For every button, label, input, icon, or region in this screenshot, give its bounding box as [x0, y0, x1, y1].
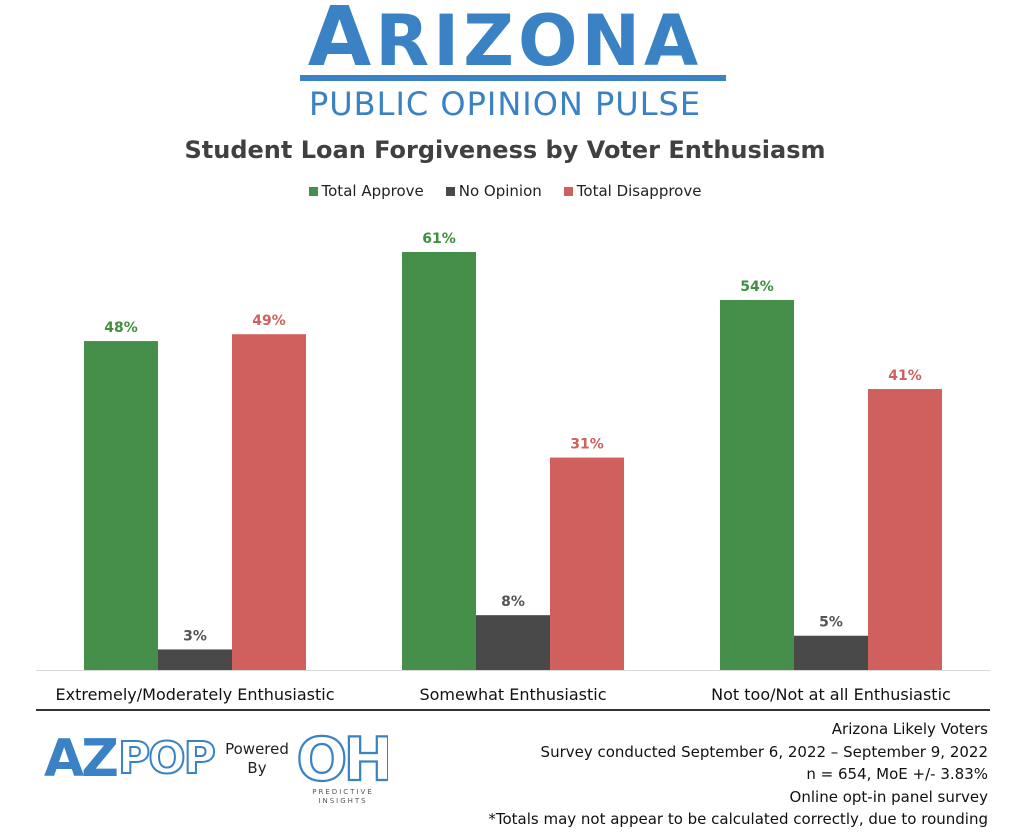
bar-chart: 48% 3% 49% Extremely/Moderately Enthusiasti… [36, 231, 990, 704]
powered-by: Powered By [222, 740, 292, 778]
data-label-disapprove-2: 41% [888, 368, 922, 384]
bar-disapprove-0 [232, 334, 306, 670]
bar-no-opinion-1 [476, 615, 550, 670]
legend-item-no-opinion: No Opinion [445, 182, 542, 200]
data-label-disapprove-1: 31% [570, 437, 604, 453]
logo-subtitle: PUBLIC OPINION PULSE [308, 85, 702, 123]
legend-swatch-disapprove [563, 186, 573, 196]
powered-by-line1: Powered [225, 740, 289, 758]
data-label-disapprove-0: 49% [252, 313, 286, 329]
chart-legend: Total Approve No Opinion Total Disapprov… [0, 182, 1010, 200]
bar-approve-2 [720, 299, 794, 670]
survey-notes: Arizona Likely Voters Survey conducted S… [488, 718, 988, 831]
data-label-approve-1: 61% [422, 231, 456, 247]
legend-label-no-opinion: No Opinion [458, 182, 542, 200]
logo-rest: RIZONA [375, 0, 703, 82]
data-label-no-opinion-1: 8% [501, 594, 525, 610]
azpop-logo-az: AZ [44, 729, 119, 789]
data-label-no-opinion-2: 5% [819, 615, 843, 631]
legend-label-disapprove: Total Disapprove [576, 182, 702, 200]
bar-disapprove-1 [550, 457, 624, 670]
bar-no-opinion-2 [794, 635, 868, 670]
powered-by-line2: By [247, 759, 267, 777]
note-sample: n = 654, MoE +/- 3.83% [806, 765, 988, 783]
bar-approve-1 [402, 251, 476, 670]
logo-divider [300, 75, 726, 81]
logo-first-letter: A [307, 0, 376, 85]
data-label-no-opinion-0: 3% [183, 628, 207, 644]
logo-title: ARIZONA [0, 0, 1010, 79]
legend-swatch-approve [308, 186, 318, 196]
bar-no-opinion-0 [158, 649, 232, 670]
category-label-0: Extremely/Moderately Enthusiastic [56, 685, 335, 704]
note-dates: Survey conducted September 6, 2022 – Sep… [540, 742, 988, 761]
data-label-approve-0: 48% [104, 320, 138, 336]
bar-approve-0 [84, 341, 158, 670]
note-population: Arizona Likely Voters [831, 720, 988, 738]
azpop-logo: AZ POP [44, 729, 217, 789]
oh-logo-letters: OH [298, 725, 388, 795]
category-label-1: Somewhat Enthusiastic [419, 685, 606, 704]
note-rounding: *Totals may not appear to be calculated … [488, 810, 988, 828]
legend-swatch-no-opinion [445, 186, 455, 196]
bar-disapprove-2 [868, 389, 942, 670]
footer-divider [36, 709, 990, 711]
legend-item-approve: Total Approve [308, 182, 424, 200]
azpop-logo-pop: POP [117, 733, 217, 785]
legend-label-approve: Total Approve [321, 182, 424, 200]
legend-item-disapprove: Total Disapprove [563, 182, 702, 200]
note-method: Online opt-in panel survey [789, 787, 988, 806]
category-label-2: Not too/Not at all Enthusiastic [711, 685, 951, 704]
chart-title: Student Loan Forgiveness by Voter Enthus… [184, 136, 826, 164]
oh-predictive-insights-logo: OH [298, 724, 388, 796]
oh-logo-caption: PREDICTIVE INSIGHTS [312, 788, 374, 805]
data-label-approve-2: 54% [740, 279, 774, 295]
